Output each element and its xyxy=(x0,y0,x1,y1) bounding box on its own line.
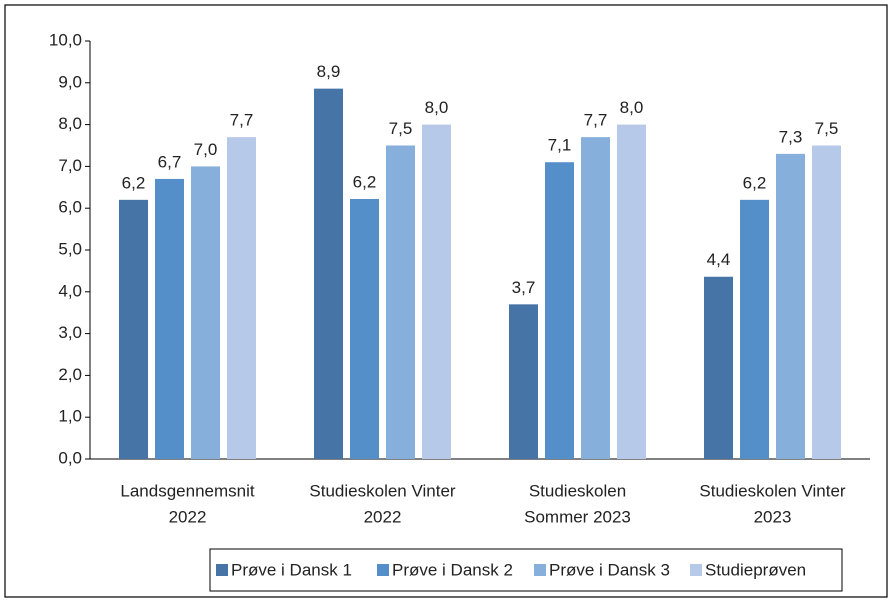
y-tick-label: 6,0 xyxy=(58,198,82,217)
bar xyxy=(119,199,148,459)
value-label: 6,2 xyxy=(743,173,767,192)
value-label: 6,7 xyxy=(158,152,182,171)
x-tick-label: Sommer 2023 xyxy=(524,507,631,526)
value-label: 8,0 xyxy=(620,98,644,117)
bar xyxy=(812,145,841,459)
bar xyxy=(191,166,220,459)
value-label: 7,3 xyxy=(779,127,803,146)
y-tick-label: 3,0 xyxy=(58,323,82,342)
bar xyxy=(581,137,610,459)
bar xyxy=(227,137,256,459)
legend-swatch xyxy=(377,564,389,576)
value-label: 7,7 xyxy=(230,111,254,130)
x-tick-label: Landsgennemsnit xyxy=(120,481,254,500)
x-tick-label: 2023 xyxy=(754,507,792,526)
bar xyxy=(509,304,538,459)
value-label: 7,7 xyxy=(584,111,608,130)
bar xyxy=(422,124,451,459)
bar xyxy=(617,124,646,459)
legend-swatch xyxy=(690,564,702,576)
value-label: 7,1 xyxy=(548,136,572,155)
value-label: 3,7 xyxy=(512,278,536,297)
y-tick-label: 5,0 xyxy=(58,239,82,258)
bar xyxy=(350,199,379,459)
y-tick-label: 0,0 xyxy=(58,448,82,467)
value-label: 8,9 xyxy=(317,62,341,81)
y-tick-label: 10,0 xyxy=(49,30,82,49)
value-label: 8,0 xyxy=(425,98,449,117)
value-label: 6,2 xyxy=(122,173,146,192)
bar xyxy=(386,145,415,459)
bar xyxy=(545,162,574,459)
legend-label: Studieprøven xyxy=(705,560,806,579)
y-tick-label: 2,0 xyxy=(58,365,82,384)
x-tick-label: Studieskolen xyxy=(529,481,626,500)
value-label: 4,4 xyxy=(707,250,731,269)
legend-swatch xyxy=(534,564,546,576)
y-tick-label: 8,0 xyxy=(58,114,82,133)
value-label: 7,5 xyxy=(815,119,839,138)
x-tick-label: Studieskolen Vinter xyxy=(699,481,846,500)
bar xyxy=(740,199,769,459)
y-tick-label: 1,0 xyxy=(58,407,82,426)
bar xyxy=(314,88,343,459)
value-label: 7,0 xyxy=(194,140,218,159)
bar xyxy=(776,153,805,460)
y-tick-label: 4,0 xyxy=(58,281,82,300)
bar xyxy=(704,276,733,459)
legend-box xyxy=(209,548,843,592)
value-label: 6,2 xyxy=(353,172,377,191)
bar xyxy=(155,178,184,459)
legend-label: Prøve i Dansk 1 xyxy=(231,560,352,579)
x-tick-label: 2022 xyxy=(169,507,207,526)
legend-swatch xyxy=(216,564,228,576)
legend-label: Prøve i Dansk 2 xyxy=(392,560,513,579)
y-tick-label: 7,0 xyxy=(58,156,82,175)
value-label: 7,5 xyxy=(389,119,413,138)
x-tick-label: Studieskolen Vinter xyxy=(309,481,456,500)
x-tick-label: 2022 xyxy=(364,507,402,526)
y-tick-label: 9,0 xyxy=(58,72,82,91)
legend-label: Prøve i Dansk 3 xyxy=(549,560,670,579)
